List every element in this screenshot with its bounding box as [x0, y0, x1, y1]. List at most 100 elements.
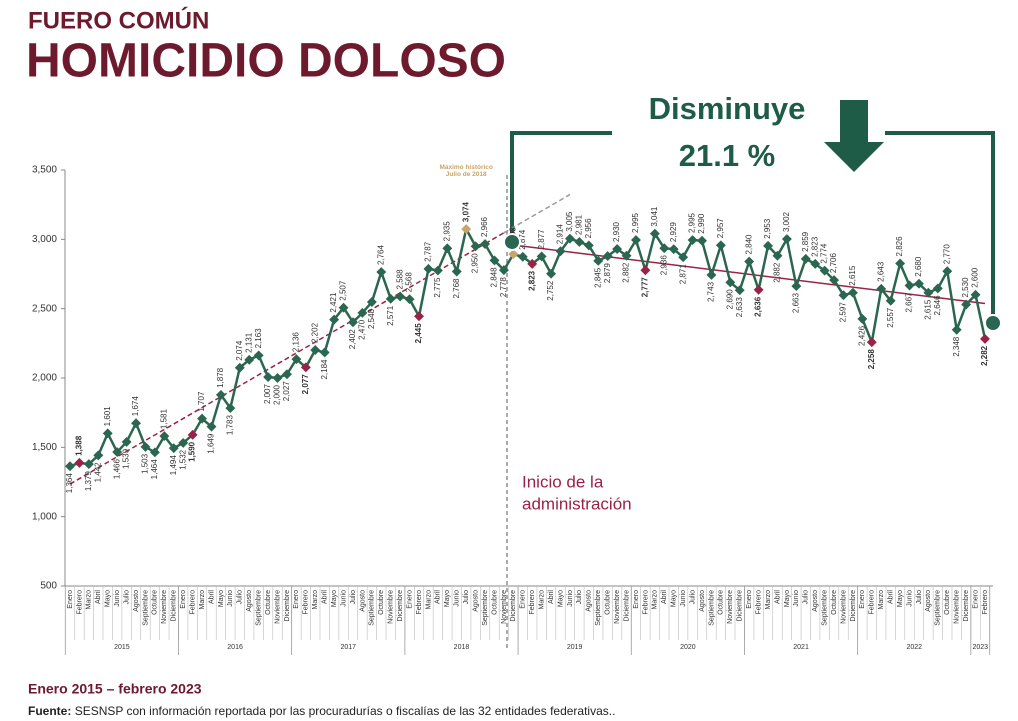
data-point: [621, 250, 632, 261]
callout-value: 21.1 %: [679, 138, 776, 173]
data-point: [697, 235, 707, 246]
year-label: 2016: [227, 644, 243, 651]
data-point: [461, 224, 472, 235]
y-tick-label: 2,000: [32, 373, 57, 384]
x-tick-label: Julio: [350, 590, 357, 605]
x-tick-label: Abril: [208, 590, 215, 604]
data-point: [640, 265, 651, 276]
x-tick-label: Septiembre: [369, 590, 376, 626]
x-tick-label: Junio: [906, 590, 913, 607]
x-tick-label: Julio: [237, 590, 244, 605]
value-label: 1,649: [207, 433, 216, 454]
data-point: [470, 241, 481, 252]
data-point: [744, 256, 755, 267]
value-label: 2,163: [254, 328, 263, 349]
x-tick-label: Agosto: [925, 590, 932, 612]
value-label: 2,914: [556, 224, 565, 245]
x-tick-label: Mayo: [557, 590, 564, 607]
x-tick-label: Enero: [633, 590, 640, 609]
value-label: 1,464: [150, 459, 159, 480]
source-label: Fuente:: [28, 704, 71, 718]
data-point: [876, 283, 887, 294]
data-point: [866, 337, 877, 348]
x-tick-label: Febrero: [303, 590, 310, 615]
value-label: 2,597: [839, 302, 848, 323]
x-tick-label: Diciembre: [284, 590, 291, 622]
value-label: 2,136: [292, 332, 301, 353]
down-arrow: [824, 100, 884, 172]
x-tick-label: Diciembre: [850, 590, 857, 622]
data-point: [527, 258, 538, 269]
value-label: 2,202: [310, 322, 319, 343]
data-point: [197, 413, 208, 424]
data-point: [715, 240, 726, 251]
x-tick-label: Mayo: [218, 590, 225, 607]
x-tick-label: Febrero: [76, 590, 83, 615]
x-tick-label: Mayo: [444, 590, 451, 607]
data-point: [810, 258, 821, 269]
x-tick-label: Julio: [576, 590, 583, 605]
value-label: 1,581: [159, 409, 168, 430]
value-label: 2,548: [367, 308, 376, 329]
x-tick-label: Marzo: [765, 590, 772, 610]
x-tick-label: Febrero: [529, 590, 536, 615]
max-annotation: Máximo histórico: [439, 164, 492, 171]
x-tick-label: Enero: [972, 590, 979, 609]
data-point: [781, 234, 792, 245]
x-tick-label: Agosto: [133, 590, 140, 612]
value-label: 3,041: [650, 206, 659, 227]
value-label: 2,752: [546, 280, 555, 301]
value-label: 2,823: [527, 270, 536, 291]
data-point: [357, 307, 368, 318]
title: HOMICIDIO DOLOSO: [26, 35, 506, 88]
value-label: 2,077: [301, 374, 310, 395]
data-point: [225, 403, 236, 414]
data-point: [706, 270, 717, 280]
value-label: 2,530: [961, 277, 970, 298]
x-tick-label: Noviembre: [161, 590, 168, 624]
data-point: [480, 239, 491, 249]
value-label: 2,421: [329, 292, 338, 313]
trend-line: [513, 244, 986, 305]
trend-line: [503, 193, 571, 234]
data-point: [687, 235, 698, 245]
year-label: 2021: [793, 644, 809, 651]
data-point: [668, 244, 679, 255]
value-label: 2,667: [905, 292, 914, 313]
x-tick-label: Noviembre: [614, 590, 621, 624]
value-label: 2,636: [754, 296, 763, 317]
x-tick-label: Noviembre: [840, 590, 847, 624]
data-point: [234, 362, 245, 373]
data-point: [829, 275, 840, 286]
x-tick-label: Febrero: [416, 590, 423, 615]
x-tick-label: Octubre: [265, 590, 272, 615]
value-label: 1,466: [112, 459, 121, 480]
x-tick-label: Noviembre: [954, 590, 961, 624]
x-tick-label: Agosto: [472, 590, 479, 612]
data-point: [272, 373, 283, 383]
value-label: 2,588: [395, 269, 404, 290]
admin-note: administración: [522, 494, 632, 513]
data-point: [168, 443, 179, 454]
data-point: [282, 369, 292, 380]
value-label: 1,442: [93, 462, 102, 483]
value-label: 2,845: [593, 267, 602, 288]
admin-start-marker: [503, 233, 521, 251]
data-point: [602, 251, 613, 262]
x-tick-label: Agosto: [699, 590, 706, 612]
value-label: 2,774: [820, 243, 829, 264]
data-point: [980, 333, 990, 344]
x-tick-label: Junio: [567, 590, 574, 607]
value-label: 2,859: [801, 231, 810, 252]
value-label: 2,131: [244, 332, 253, 353]
value-label: 3,074: [461, 202, 470, 223]
value-label: 2,643: [876, 261, 885, 282]
data-point: [432, 265, 443, 276]
value-label: 2,258: [867, 349, 876, 370]
value-label: 2,663: [791, 293, 800, 314]
y-tick-label: 1,000: [32, 511, 57, 522]
period: Enero 2015 – febrero 2023: [28, 681, 202, 697]
y-tick-label: 1,500: [32, 442, 57, 453]
data-point: [631, 235, 641, 245]
x-tick-label: Abril: [548, 590, 555, 604]
